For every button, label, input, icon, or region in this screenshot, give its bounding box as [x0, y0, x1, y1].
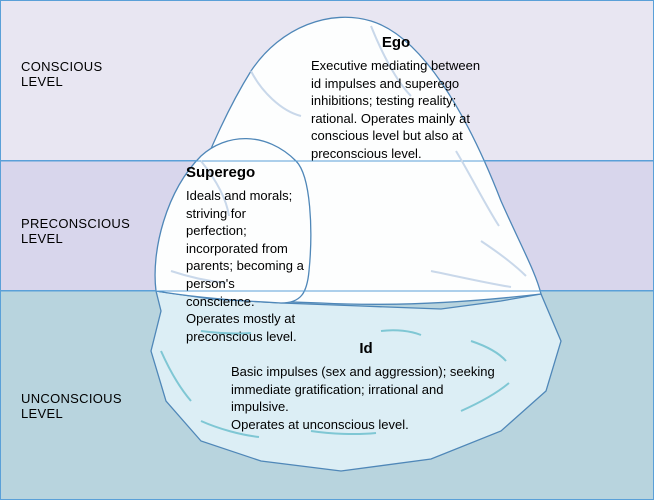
label-unconscious-level: UNCONSCIOUS LEVEL [21, 391, 122, 421]
ego-title: Ego [311, 33, 481, 53]
ego-block: Ego Executive mediating between id impul… [311, 33, 481, 163]
freud-iceberg-diagram: CONSCIOUS LEVEL PRECONSCIOUS LEVEL UNCON… [0, 0, 654, 500]
superego-title: Superego [186, 163, 306, 183]
superego-block: Superego Ideals and morals; striving for… [186, 163, 306, 345]
id-block: Id Basic impulses (sex and aggression); … [231, 339, 501, 433]
ego-body: Executive mediating between id impulses … [311, 58, 480, 161]
id-body: Basic impulses (sex and aggression); see… [231, 364, 495, 432]
label-conscious-level: CONSCIOUS LEVEL [21, 59, 102, 89]
id-title: Id [231, 339, 501, 359]
superego-body: Ideals and morals; striving for perfecti… [186, 188, 304, 343]
label-preconscious-level: PRECONSCIOUS LEVEL [21, 216, 130, 246]
